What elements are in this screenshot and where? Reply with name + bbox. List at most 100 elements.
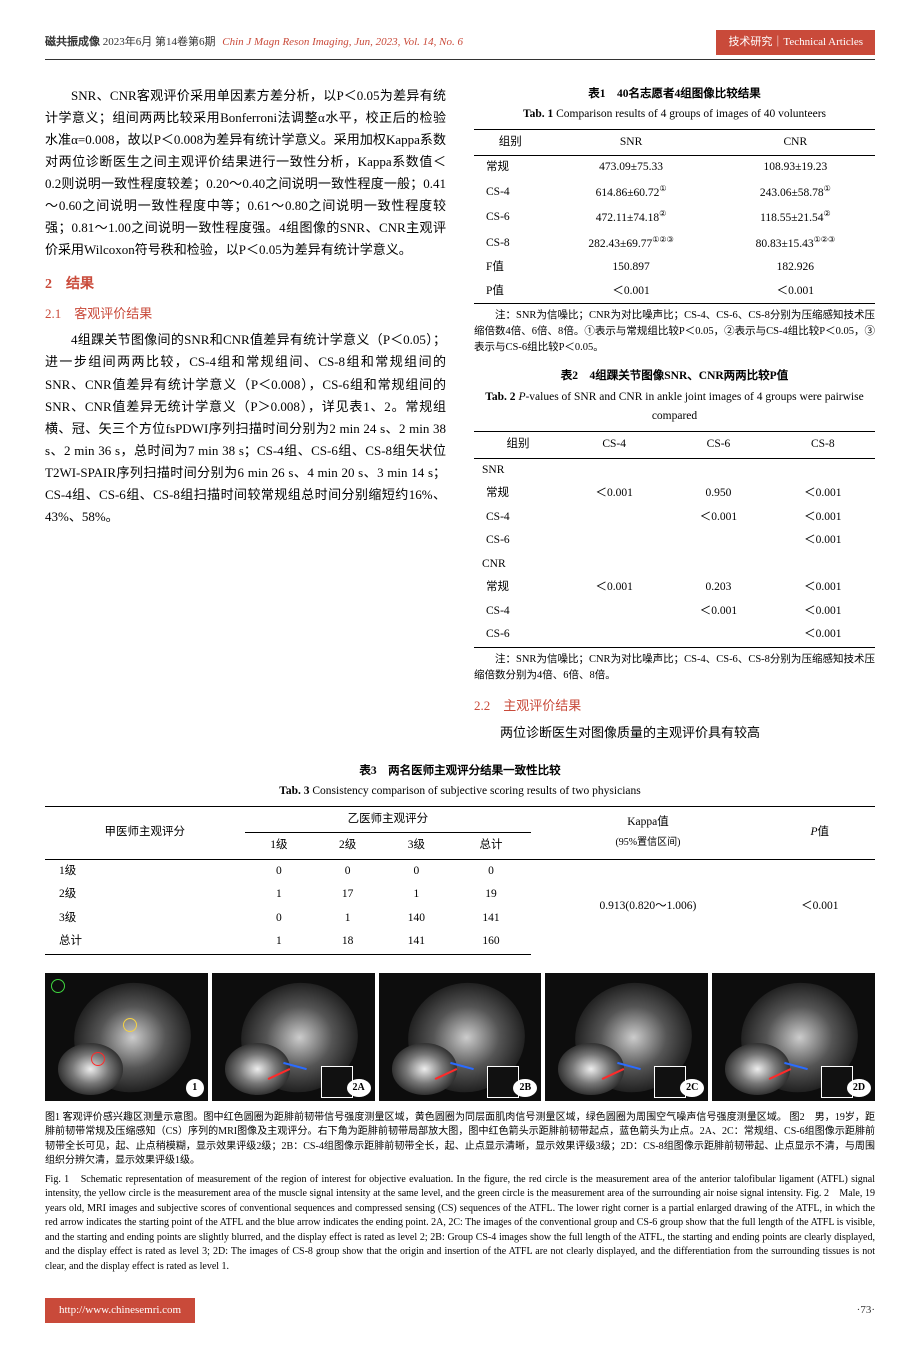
table2-title-cn: 表2 4组踝关节图像SNR、CNR两两比较P值: [474, 367, 875, 387]
table-cell: 19: [451, 883, 532, 907]
table1: 组别SNRCNR常规473.09±75.33108.93±19.23CS-461…: [474, 129, 875, 304]
table-cell: 1: [382, 883, 451, 907]
page-number: ·73·: [857, 1301, 875, 1320]
table-cell: [562, 506, 666, 530]
table-header: 3级: [382, 833, 451, 860]
table-cell: 0: [245, 907, 314, 931]
table-header: CS-6: [666, 431, 770, 458]
table3-title-en: Tab. 3 Consistency comparison of subject…: [45, 782, 875, 802]
table-cell: CS-6: [474, 623, 562, 647]
table-cell: ＜0.001: [546, 280, 715, 304]
table-cell: P值: [474, 280, 546, 304]
table-cell: ＜0.001: [562, 482, 666, 506]
figure-panel: 12A2B2C2D: [45, 973, 875, 1101]
table1-title-cn: 表1 40名志愿者4组图像比较结果: [474, 85, 875, 105]
table-header: 乙医师主观评分: [245, 806, 532, 833]
table-cell: 1: [313, 907, 382, 931]
table-cell: 0: [245, 859, 314, 883]
para-results-subjective: 两位诊断医生对图像质量的主观评价具有较高: [474, 722, 875, 744]
table3: 甲医师主观评分乙医师主观评分Kappa值(95%置信区间)P值1级2级3级总计1…: [45, 806, 875, 955]
table-cell: 3级: [45, 907, 245, 931]
table-cell: 282.43±69.77①②③: [546, 231, 715, 256]
table-cell: CS-6: [474, 529, 562, 553]
table-cell: 141: [382, 930, 451, 954]
table-cell: 常规: [474, 156, 546, 180]
mri-image: 2A: [212, 973, 375, 1101]
table-cell: 2级: [45, 883, 245, 907]
table-cell: 0.913(0.820～1.006): [531, 859, 764, 954]
page-header: 磁共振成像 2023年6月 第14卷第6期 Chin J Magn Reson …: [45, 30, 875, 60]
table-cell: ＜0.001: [771, 576, 875, 600]
figure-badge: 1: [186, 1079, 204, 1097]
table-cell: ＜0.001: [771, 506, 875, 530]
table-cell: 118.55±21.54②: [716, 205, 875, 230]
table-cell: 614.86±60.72①: [546, 180, 715, 205]
left-column: SNR、CNR客观评价采用单因素方差分析，以P＜0.05为差异有统计学意义；组间…: [45, 85, 446, 748]
table-group-label: SNR: [474, 458, 875, 482]
subsection-objective: 2.1 客观评价结果: [45, 303, 446, 325]
table-cell: ＜0.001: [771, 529, 875, 553]
table-cell: 80.83±15.43①②③: [716, 231, 875, 256]
table-cell: 总计: [45, 930, 245, 954]
table3-title-cn: 表3 两名医师主观评分结果一致性比较: [45, 762, 875, 782]
table-header: CS-8: [771, 431, 875, 458]
table-cell: 182.926: [716, 256, 875, 280]
table-cell: 473.09±75.33: [546, 156, 715, 180]
issue-info: 2023年6月 第14卷第6期: [103, 36, 216, 48]
table-cell: [562, 600, 666, 624]
caption-en: Fig. 1 Schematic representation of measu…: [45, 1173, 875, 1275]
table-cell: ＜0.001: [771, 482, 875, 506]
table-cell: 1级: [45, 859, 245, 883]
table2-title-en: Tab. 2 P-values of SNR and CNR in ankle …: [474, 388, 875, 427]
table-cell: F值: [474, 256, 546, 280]
table-cell: 1: [245, 930, 314, 954]
table-cell: ＜0.001: [562, 576, 666, 600]
table2-note: 注：SNR为信噪比；CNR为对比噪声比；CS-4、CS-6、CS-8分别为压缩感…: [474, 652, 875, 684]
table-cell: ＜0.001: [771, 623, 875, 647]
table-cell: ＜0.001: [666, 600, 770, 624]
table-cell: 17: [313, 883, 382, 907]
table-cell: ＜0.001: [771, 600, 875, 624]
table-cell: 0: [313, 859, 382, 883]
table-cell: 0.203: [666, 576, 770, 600]
footer-url: http://www.chinesemri.com: [45, 1298, 195, 1323]
table3-block: 表3 两名医师主观评分结果一致性比较 Tab. 3 Consistency co…: [45, 762, 875, 955]
mri-image: 2D: [712, 973, 875, 1101]
table-cell: 472.11±74.18②: [546, 205, 715, 230]
table-cell: 160: [451, 930, 532, 954]
main-columns: SNR、CNR客观评价采用单因素方差分析，以P＜0.05为差异有统计学意义；组间…: [45, 85, 875, 748]
table-cell: [562, 623, 666, 647]
table-header: 组别: [474, 129, 546, 156]
table1-block: 表1 40名志愿者4组图像比较结果 Tab. 1 Comparison resu…: [474, 85, 875, 356]
table-cell: [666, 529, 770, 553]
table-cell: ＜0.001: [666, 506, 770, 530]
table1-title-en: Tab. 1 Comparison results of 4 groups of…: [474, 105, 875, 125]
table-header: 总计: [451, 833, 532, 860]
table-group-label: CNR: [474, 553, 875, 577]
journal-info: 磁共振成像 2023年6月 第14卷第6期 Chin J Magn Reson …: [45, 33, 463, 52]
journal-title-cn: 磁共振成像: [45, 36, 100, 48]
figure-badge: 2C: [680, 1079, 704, 1097]
right-column: 表1 40名志愿者4组图像比较结果 Tab. 1 Comparison resu…: [474, 85, 875, 748]
table-cell: [666, 623, 770, 647]
table2: 组别CS-4CS-6CS-8SNR常规＜0.0010.950＜0.001CS-4…: [474, 431, 875, 648]
table-cell: CS-4: [474, 506, 562, 530]
table-header: 组别: [474, 431, 562, 458]
table-cell: 0.950: [666, 482, 770, 506]
page-footer: http://www.chinesemri.com ·73·: [45, 1298, 875, 1323]
table-cell: 0: [451, 859, 532, 883]
para-methods: SNR、CNR客观评价采用单因素方差分析，以P＜0.05为差异有统计学意义；组间…: [45, 85, 446, 262]
table-cell: 243.06±58.78①: [716, 180, 875, 205]
table-header: 甲医师主观评分: [45, 806, 245, 859]
table-header: 2级: [313, 833, 382, 860]
table-cell: 150.897: [546, 256, 715, 280]
figure-captions: 图1 客观评价感兴趣区测量示意图。图中红色圆圈为距腓前韧带信号强度测量区域，黄色…: [45, 1111, 875, 1275]
subsection-subjective: 2.2 主观评价结果: [474, 695, 875, 717]
section-results: 2 结果: [45, 273, 446, 297]
table-cell: 1: [245, 883, 314, 907]
table-cell: 108.93±19.23: [716, 156, 875, 180]
table-cell: CS-4: [474, 600, 562, 624]
section-label: 技术研究｜Technical Articles: [716, 30, 875, 55]
table-cell: CS-4: [474, 180, 546, 205]
figure-badge: 2D: [847, 1079, 871, 1097]
